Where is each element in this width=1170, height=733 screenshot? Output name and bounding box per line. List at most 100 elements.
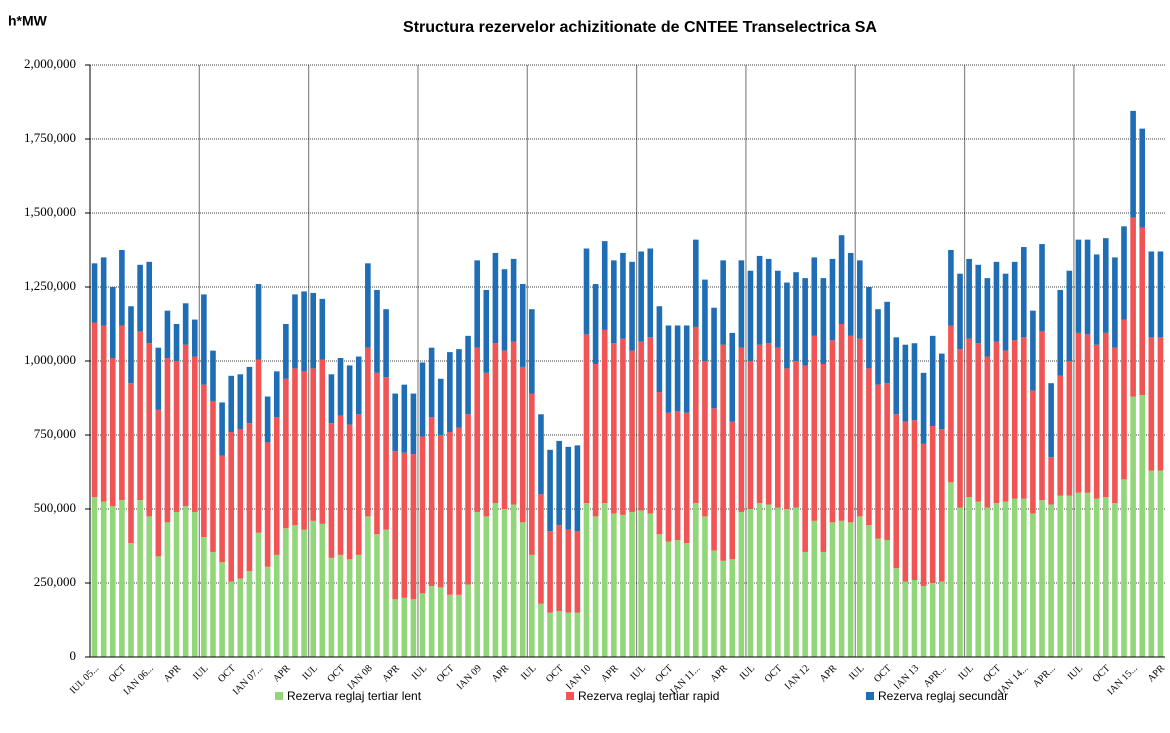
legend-label: Rezerva reglaj tertiar rapid xyxy=(578,689,719,703)
bar-segment xyxy=(1148,470,1155,657)
bar-segment xyxy=(775,347,781,508)
x-tick-label: APR xyxy=(708,663,730,685)
bar-segment xyxy=(501,269,508,351)
bar-segment xyxy=(592,363,599,517)
bar-segment xyxy=(210,551,216,657)
bar-segment xyxy=(456,349,462,428)
bar-segment xyxy=(264,566,271,657)
bar-segment xyxy=(310,368,316,521)
bar-segment xyxy=(902,344,909,422)
bar-segment xyxy=(355,356,362,415)
bar-segment xyxy=(100,325,107,502)
bar-segment xyxy=(510,504,517,657)
bar-segment xyxy=(756,503,763,657)
bar-segment xyxy=(137,264,143,332)
bar-segment xyxy=(319,523,326,657)
bar-segment xyxy=(765,504,772,657)
bar-segment xyxy=(638,341,644,511)
bar-segment xyxy=(301,529,307,657)
bar-segment xyxy=(346,559,353,657)
bar-segment xyxy=(611,260,617,344)
x-tick-label: IAN 15... xyxy=(1105,663,1139,697)
bar-segment xyxy=(811,257,818,336)
bar-segment xyxy=(219,455,225,563)
bar-segment xyxy=(474,260,480,348)
bar-segment xyxy=(182,303,189,345)
x-tick-label: OCT xyxy=(981,663,1003,685)
bar-segment xyxy=(91,497,98,657)
bar-segment xyxy=(574,445,581,532)
bar-segment xyxy=(392,393,398,452)
bar-segment xyxy=(847,252,854,336)
bar-segment xyxy=(601,503,608,657)
bar-segment xyxy=(1102,238,1109,333)
bar-segment xyxy=(683,543,690,657)
bar-segment xyxy=(1057,495,1064,657)
bar-segment xyxy=(601,329,608,504)
bar-segment xyxy=(173,511,180,657)
bar-segment xyxy=(437,587,444,657)
bar-segment xyxy=(647,337,654,514)
y-tick-label: 500,000 xyxy=(34,500,76,515)
bar-segment xyxy=(948,325,954,483)
bar-segment xyxy=(565,446,572,530)
bar-segment xyxy=(920,585,927,657)
bar-segment xyxy=(1066,270,1073,361)
bar-segment xyxy=(346,424,353,560)
bar-segment xyxy=(1157,251,1164,338)
bar-segment xyxy=(1102,497,1109,657)
bar-segment xyxy=(255,359,262,533)
bar-segment xyxy=(529,309,535,394)
bar-segment xyxy=(273,371,280,418)
bar-segment xyxy=(374,289,380,373)
bar-segment xyxy=(1011,498,1018,657)
bar-segment xyxy=(483,289,490,373)
bar-segment xyxy=(674,325,681,412)
bar-segment xyxy=(957,349,963,508)
bar-segment xyxy=(957,273,963,350)
bar-segment xyxy=(447,594,453,657)
x-tick-label: APR xyxy=(1146,663,1168,685)
bar-segment xyxy=(355,554,362,657)
bar-segment xyxy=(556,611,562,657)
bar-segment xyxy=(601,241,608,330)
bar-segment xyxy=(1130,110,1136,218)
bar-segment xyxy=(1130,217,1136,397)
x-tick-label: IAN 09 xyxy=(455,663,484,692)
bar-segment xyxy=(611,343,617,514)
bar-segment xyxy=(966,338,972,498)
bar-segment xyxy=(693,326,699,504)
bar-segment xyxy=(1112,503,1118,657)
bar-segment xyxy=(975,501,982,657)
bar-segment xyxy=(374,372,380,535)
bar-segment xyxy=(556,525,562,612)
bar-segment xyxy=(510,258,517,342)
bar-segment xyxy=(702,516,708,657)
bar-segment xyxy=(966,497,972,657)
x-tick-label: APR... xyxy=(1031,663,1058,690)
bar-segment xyxy=(210,350,216,401)
bar-segment xyxy=(237,374,244,430)
bar-segment xyxy=(292,525,298,657)
y-tick-label: 750,000 xyxy=(34,426,76,441)
bar-segment xyxy=(1048,504,1054,657)
bar-segment xyxy=(1039,244,1045,332)
bar-segment xyxy=(747,270,754,361)
bar-segment xyxy=(583,503,590,657)
bar-segment xyxy=(802,365,808,552)
x-tick-label: OCT xyxy=(763,663,785,685)
bar-segment xyxy=(109,358,116,507)
x-tick-label: IUL xyxy=(191,663,211,683)
bar-segment xyxy=(720,344,726,561)
bar-segment xyxy=(246,423,253,572)
bar-segment xyxy=(410,599,417,657)
bar-segment xyxy=(939,353,945,430)
bar-segment xyxy=(820,551,827,657)
bar-segment xyxy=(857,338,863,517)
bar-segment xyxy=(1011,261,1018,341)
bar-segment xyxy=(1102,332,1109,498)
bar-segment xyxy=(264,396,271,443)
bar-segment xyxy=(1148,251,1155,338)
bar-segment xyxy=(574,612,581,657)
